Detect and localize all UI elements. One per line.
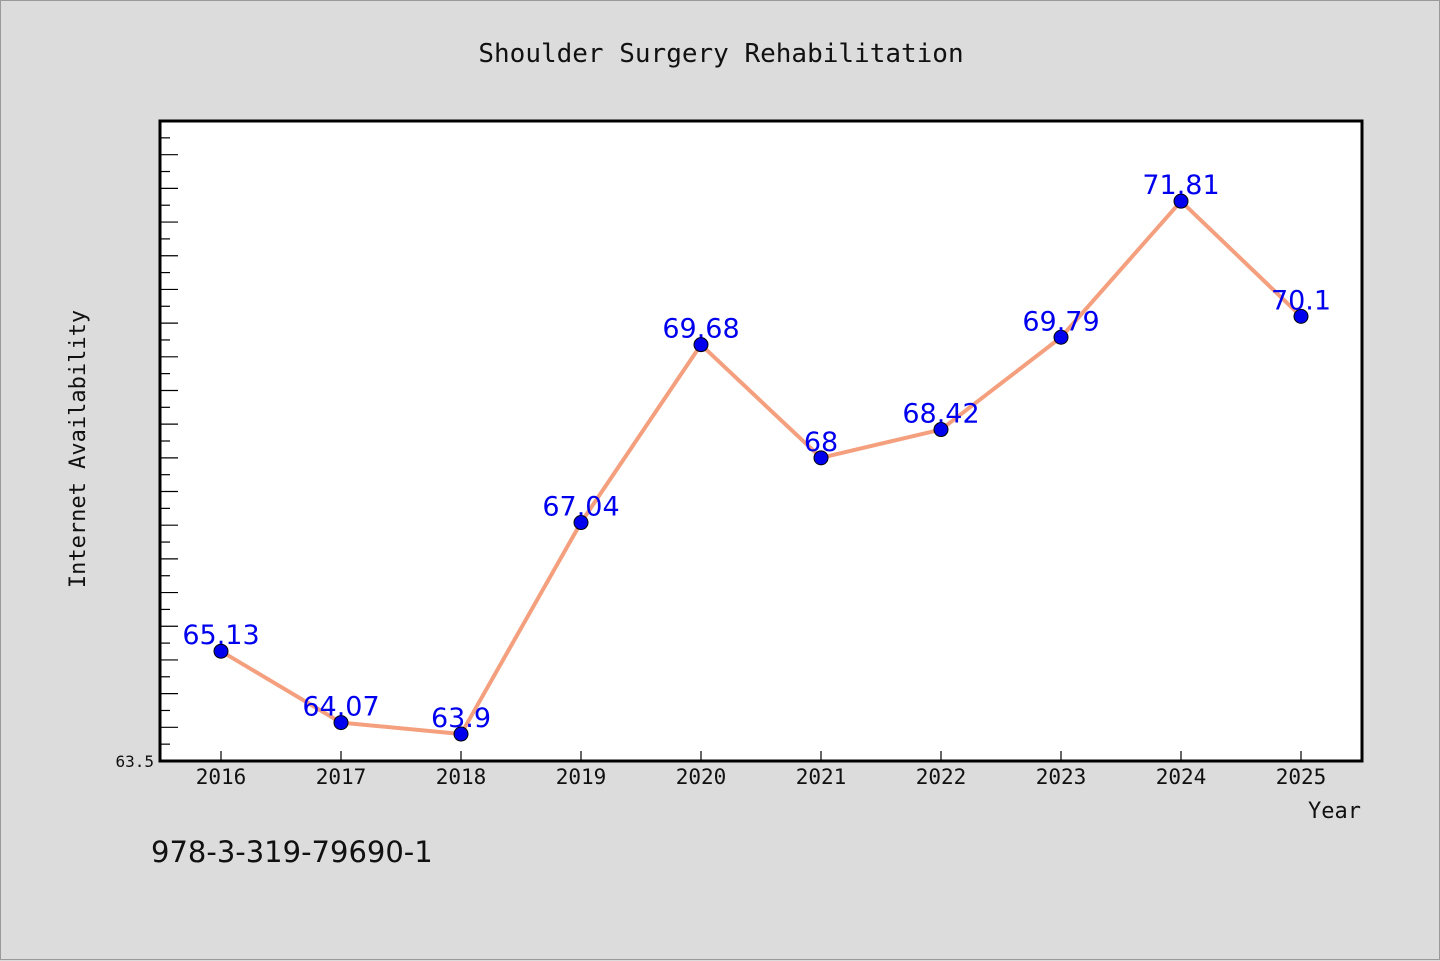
data-point: [333, 715, 349, 731]
series-layer: 65.13 64.07 63.9 67.04 69.68 68 68.42 69.79 71.8…: [182, 170, 1331, 742]
data-point: [1173, 193, 1189, 209]
footnote-isbn: 978-3-319-79690-1: [151, 835, 433, 869]
y-tick-label-min: 63.5: [115, 752, 154, 771]
x-tick-label: 2018: [436, 765, 487, 789]
x-tick-label: 2023: [1036, 765, 1087, 789]
y-axis-ticks: [160, 120, 178, 762]
data-label: 65.13: [182, 620, 259, 651]
series-line: [219, 199, 1303, 737]
data-label: 67.04: [542, 492, 619, 523]
data-point: [933, 422, 949, 438]
x-tick-label: 2020: [676, 765, 727, 789]
x-axis-ticks: 2016 2017 2018 2019 2020 2021 2022 2023 2024 2025: [196, 751, 1327, 789]
x-tick-label: 2016: [196, 765, 247, 789]
x-tick-label: 2024: [1156, 765, 1207, 789]
x-tick-label: 2017: [316, 765, 367, 789]
data-label: 68.42: [902, 399, 979, 430]
x-tick-label: 2019: [556, 765, 607, 789]
y-axis-label: Internet Availability: [66, 310, 91, 588]
x-axis-label: Year: [1308, 799, 1361, 824]
data-label: 71.81: [1142, 170, 1219, 201]
data-point: [813, 450, 829, 466]
x-tick-label: 2025: [1276, 765, 1327, 789]
plot-area: [158, 119, 1364, 763]
data-label: 64.07: [302, 692, 379, 723]
x-tick-label: 2021: [796, 765, 847, 789]
data-point: [213, 643, 229, 659]
data-point: [693, 337, 709, 353]
data-point: [573, 515, 589, 531]
data-point: [453, 726, 469, 742]
data-label: 70.1: [1271, 285, 1331, 316]
data-label: 69.79: [1022, 306, 1099, 337]
data-point: [1293, 308, 1309, 324]
data-point: [1053, 329, 1069, 345]
data-label: 69.68: [662, 314, 739, 345]
data-label: 63.9: [431, 703, 491, 734]
data-label: 68: [804, 427, 838, 458]
x-tick-label: 2022: [916, 765, 967, 789]
chart-title: Shoulder Surgery Rehabilitation: [478, 39, 963, 69]
